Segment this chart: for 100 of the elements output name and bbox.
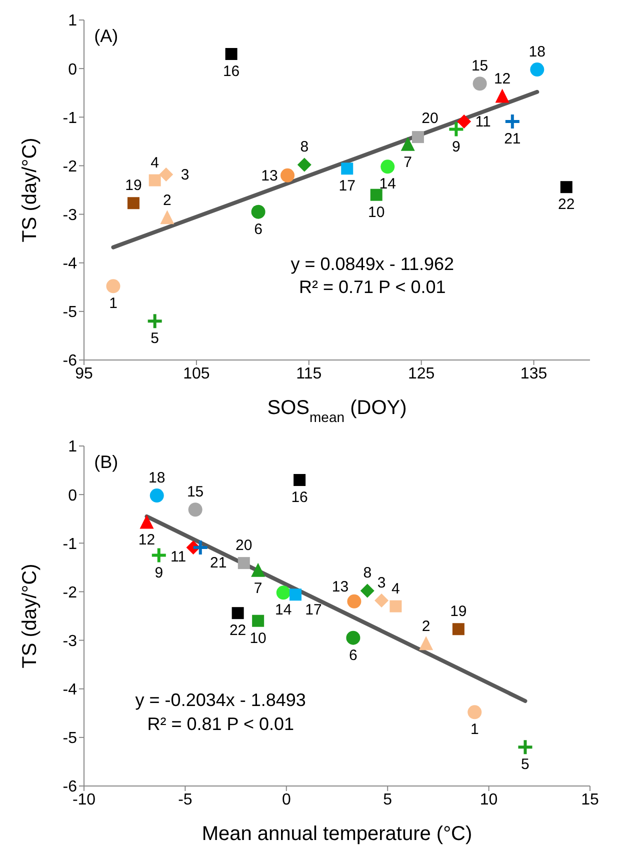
point [419, 636, 434, 650]
series-label: 17 [338, 178, 356, 195]
series-label: 12 [494, 70, 511, 88]
series-label: 11 [475, 114, 491, 131]
series-label: 12 [138, 532, 156, 549]
series-label: 9 [452, 138, 460, 156]
series-label: 7 [404, 154, 412, 171]
annotation: (A) [94, 26, 118, 46]
series-label: 20 [422, 110, 438, 128]
series-label: 8 [363, 564, 372, 582]
series-label: 4 [150, 154, 160, 172]
series-label: 9 [154, 564, 164, 582]
point [468, 705, 482, 720]
series-label: 4 [392, 580, 400, 598]
x-tick-label: 10 [480, 791, 498, 808]
y-tick-label: -5 [62, 304, 78, 322]
point [251, 562, 266, 577]
series-label: 2 [422, 618, 430, 636]
series-label: 18 [528, 44, 546, 61]
point [232, 607, 244, 620]
y-axis-title: TS (day/°C) [19, 138, 41, 242]
point [457, 114, 472, 129]
point [452, 623, 464, 636]
y-tick-label: 1 [68, 12, 78, 30]
series-label: 3 [377, 574, 386, 592]
point [504, 113, 521, 130]
series-label: 15 [471, 58, 488, 75]
point [251, 204, 266, 219]
series-label: 1 [109, 295, 118, 312]
point [294, 474, 306, 486]
annotation: R² = 0.71 P < 0.01 [299, 277, 446, 298]
series-label: 6 [254, 220, 262, 238]
y-tick-label: -3 [62, 632, 78, 650]
series-label: 3 [180, 166, 190, 184]
point [495, 88, 510, 103]
point [188, 502, 202, 517]
point [148, 174, 161, 186]
annotation: y = -0.2034x - 1.8493 [135, 690, 306, 710]
series-label: 22 [558, 196, 575, 214]
y-tick-label: -1 [62, 536, 78, 553]
y-tick-label: 0 [68, 487, 78, 504]
point [412, 131, 424, 144]
point [276, 586, 290, 600]
series-label: 5 [521, 756, 530, 774]
y-tick-label: -5 [62, 730, 78, 748]
point [192, 539, 209, 556]
point [150, 488, 164, 503]
point [252, 614, 264, 627]
point [374, 593, 389, 608]
annotation: (B) [94, 452, 118, 472]
series-label: 19 [125, 177, 142, 194]
series-label: 1 [470, 721, 479, 738]
y-tick-label: -4 [62, 256, 78, 273]
point [560, 181, 572, 194]
y-tick-label: -1 [62, 110, 78, 127]
x-tick-label: 115 [296, 365, 322, 382]
series-label: 17 [305, 602, 322, 619]
point [472, 76, 487, 91]
series-label: 13 [332, 578, 349, 596]
point [370, 188, 382, 201]
point [146, 312, 164, 330]
point [150, 546, 168, 564]
annotation: R² = 0.81 P < 0.01 [147, 714, 294, 734]
point [530, 62, 544, 77]
series-label: 8 [300, 138, 309, 156]
series-label: 6 [349, 646, 358, 664]
x-axis-title: Mean annual temperature (°C) [202, 823, 472, 845]
point [380, 160, 395, 174]
point [390, 600, 402, 612]
annotation: y = 0.0849x - 11.962 [290, 254, 454, 274]
series-label: 13 [261, 167, 278, 184]
x-tick-label: 5 [383, 791, 392, 808]
point [280, 168, 295, 182]
x-tick-label: 15 [581, 791, 599, 808]
series-label: 14 [379, 176, 396, 193]
series-label: 10 [250, 630, 266, 647]
x-tick-label: 95 [75, 365, 93, 382]
point [347, 594, 362, 608]
series-label: 19 [450, 603, 467, 620]
y-tick-label: -2 [62, 584, 78, 602]
y-tick-label: 0 [68, 61, 78, 78]
point [159, 167, 174, 182]
x-tick-label: 105 [183, 365, 210, 382]
series-label: 7 [254, 580, 262, 597]
x-tick-label: 125 [408, 365, 435, 382]
series-label: 14 [275, 602, 292, 619]
series-label: 11 [170, 548, 186, 566]
y-tick-label: 1 [68, 438, 78, 456]
x-tick-label: -5 [178, 791, 192, 808]
series-label: 10 [368, 204, 385, 221]
series-label: 21 [210, 554, 227, 572]
series-label: 15 [186, 484, 204, 501]
point [346, 630, 360, 645]
point [225, 48, 238, 60]
point [238, 557, 250, 570]
y-tick-label: -4 [62, 682, 78, 699]
y-axis-title: TS (day/°C) [19, 564, 41, 668]
x-tick-label: 0 [282, 791, 291, 808]
series-label: 22 [229, 622, 246, 640]
point [297, 158, 312, 172]
